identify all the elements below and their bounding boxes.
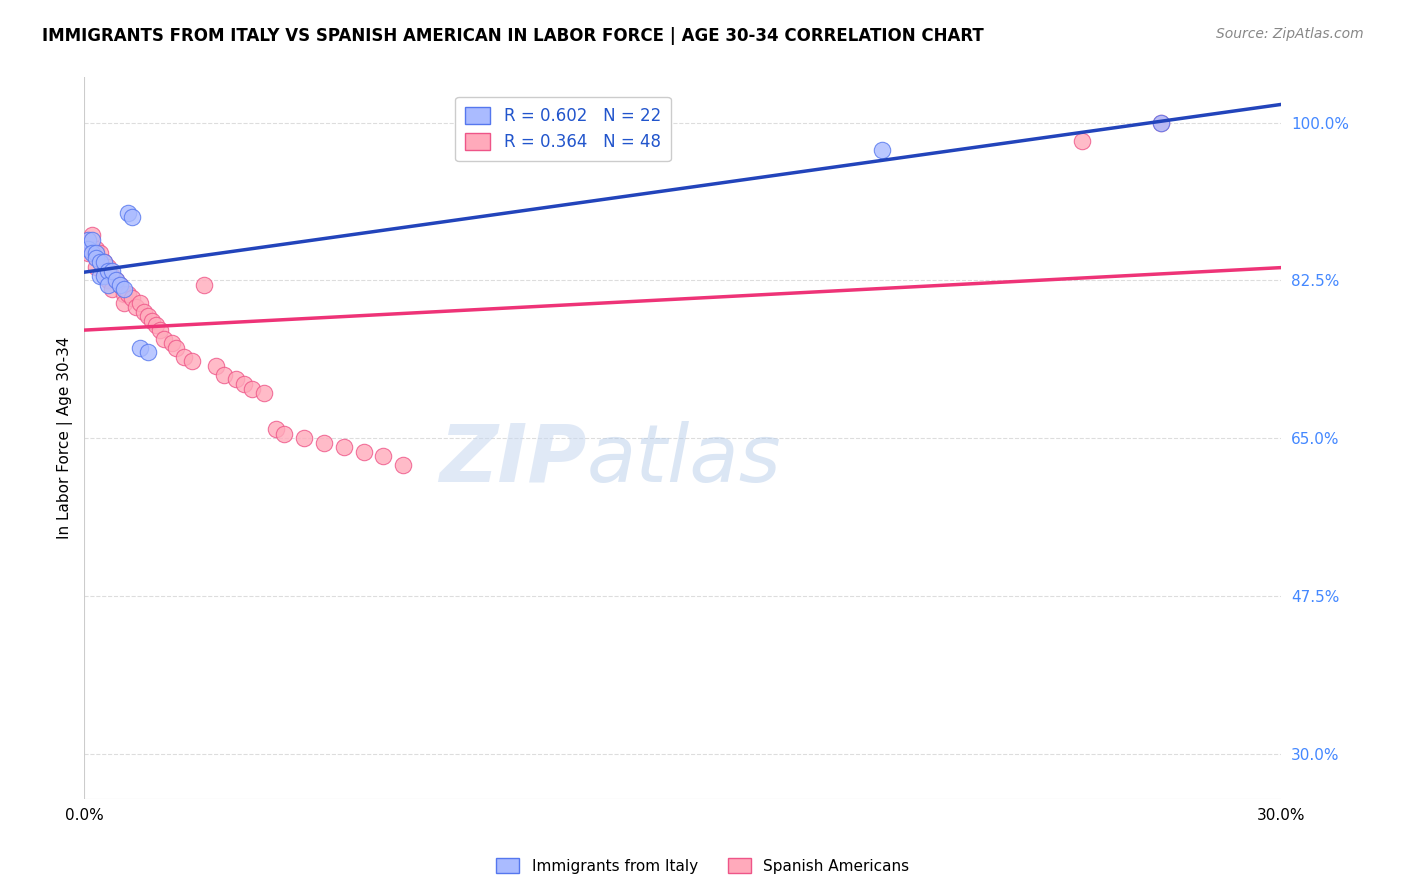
Text: atlas: atlas <box>586 421 782 499</box>
Point <box>153 332 176 346</box>
Point <box>84 242 107 256</box>
Point <box>121 291 143 305</box>
Point <box>97 273 120 287</box>
Point <box>77 233 100 247</box>
Point <box>77 233 100 247</box>
Legend: Immigrants from Italy, Spanish Americans: Immigrants from Italy, Spanish Americans <box>491 852 915 880</box>
Point <box>1150 115 1173 129</box>
Point <box>93 255 115 269</box>
Text: ZIP: ZIP <box>440 421 586 499</box>
Legend: R = 0.602   N = 22, R = 0.364   N = 48: R = 0.602 N = 22, R = 0.364 N = 48 <box>456 96 671 161</box>
Point <box>332 440 354 454</box>
Point <box>160 336 183 351</box>
Point <box>129 296 152 310</box>
Point <box>112 296 135 310</box>
Point <box>89 268 111 283</box>
Point <box>136 310 159 324</box>
Point <box>1070 134 1092 148</box>
Point <box>77 242 100 256</box>
Point <box>105 273 128 287</box>
Point <box>89 246 111 260</box>
Point <box>173 350 195 364</box>
Point <box>181 354 204 368</box>
Point <box>93 268 115 283</box>
Point <box>212 368 235 382</box>
Point <box>129 341 152 355</box>
Point <box>193 277 215 292</box>
Point <box>125 301 148 315</box>
Point <box>101 268 124 283</box>
Text: Source: ZipAtlas.com: Source: ZipAtlas.com <box>1216 27 1364 41</box>
Point <box>89 255 111 269</box>
Point <box>101 282 124 296</box>
Y-axis label: In Labor Force | Age 30-34: In Labor Force | Age 30-34 <box>58 337 73 540</box>
Point <box>240 382 263 396</box>
Point <box>117 205 139 219</box>
Point <box>121 210 143 224</box>
Point <box>117 286 139 301</box>
Point <box>353 444 375 458</box>
Point <box>112 282 135 296</box>
Point <box>165 341 187 355</box>
Point <box>77 246 100 260</box>
Point <box>134 305 156 319</box>
Point <box>1150 115 1173 129</box>
Point <box>82 246 104 260</box>
Point <box>312 435 335 450</box>
Point <box>101 264 124 278</box>
Point <box>205 359 228 373</box>
Point <box>870 143 893 157</box>
Text: IMMIGRANTS FROM ITALY VS SPANISH AMERICAN IN LABOR FORCE | AGE 30-34 CORRELATION: IMMIGRANTS FROM ITALY VS SPANISH AMERICA… <box>42 27 984 45</box>
Point <box>108 277 131 292</box>
Point <box>84 260 107 274</box>
Point <box>273 426 295 441</box>
Point <box>141 314 163 328</box>
Point <box>105 273 128 287</box>
Point <box>225 372 247 386</box>
Point <box>97 260 120 274</box>
Point <box>82 233 104 247</box>
Point <box>82 242 104 256</box>
Point <box>93 264 115 278</box>
Point <box>373 449 395 463</box>
Point <box>136 345 159 359</box>
Point <box>264 422 287 436</box>
Point <box>84 246 107 260</box>
Point <box>253 386 276 401</box>
Point <box>149 323 172 337</box>
Point <box>84 251 107 265</box>
Point <box>145 318 167 333</box>
Point <box>292 431 315 445</box>
Point <box>112 286 135 301</box>
Point <box>392 458 415 472</box>
Point <box>97 264 120 278</box>
Point <box>93 255 115 269</box>
Point <box>97 277 120 292</box>
Point <box>82 228 104 243</box>
Point <box>108 277 131 292</box>
Point <box>232 376 254 391</box>
